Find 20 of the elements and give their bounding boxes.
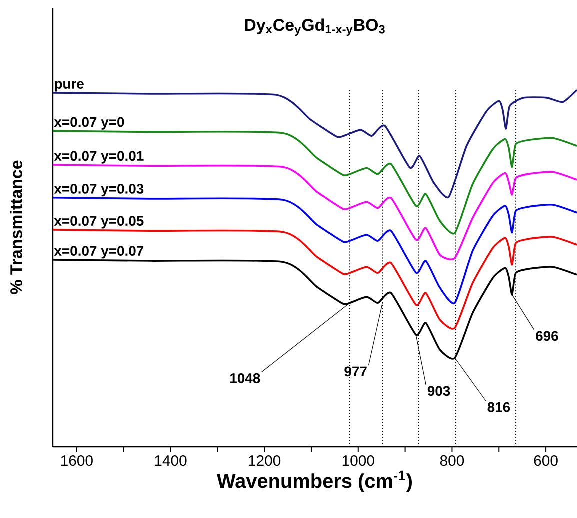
series-label: x=0.07 y=0.01 <box>54 151 144 164</box>
series-label: x=0.07 y=0.03 <box>54 184 144 197</box>
x-tick-label: 600 <box>534 456 558 466</box>
series-label: x=0.07 y=0.07 <box>54 246 144 259</box>
series-label: x=0.07 y=0.05 <box>54 216 144 229</box>
annotation: 977 <box>344 366 367 377</box>
annotation: 696 <box>536 331 558 342</box>
y-axis-title: % Transmittance <box>10 160 22 294</box>
x-axis-title: Wavenumbers (cm$^{-1}$) <box>217 470 412 492</box>
annotation: 816 <box>488 402 510 412</box>
annotation: 1048 <box>230 373 260 384</box>
series-label: pure <box>55 81 84 92</box>
x-tick-label: 1600 <box>61 456 93 466</box>
x-tick-label: 1400 <box>155 456 187 466</box>
x-tick-label: 1000 <box>342 456 374 466</box>
x-tick-label: 800 <box>440 456 464 466</box>
chart-title: Dy$_{x}$Ce$_{y}$Gd$_{1-x-y}$BO$_{3}$ <box>245 18 385 36</box>
annotation: 903 <box>428 386 450 396</box>
series-label: x=0.07 y=0 <box>54 117 124 130</box>
x-tick-label: 1200 <box>249 456 281 466</box>
